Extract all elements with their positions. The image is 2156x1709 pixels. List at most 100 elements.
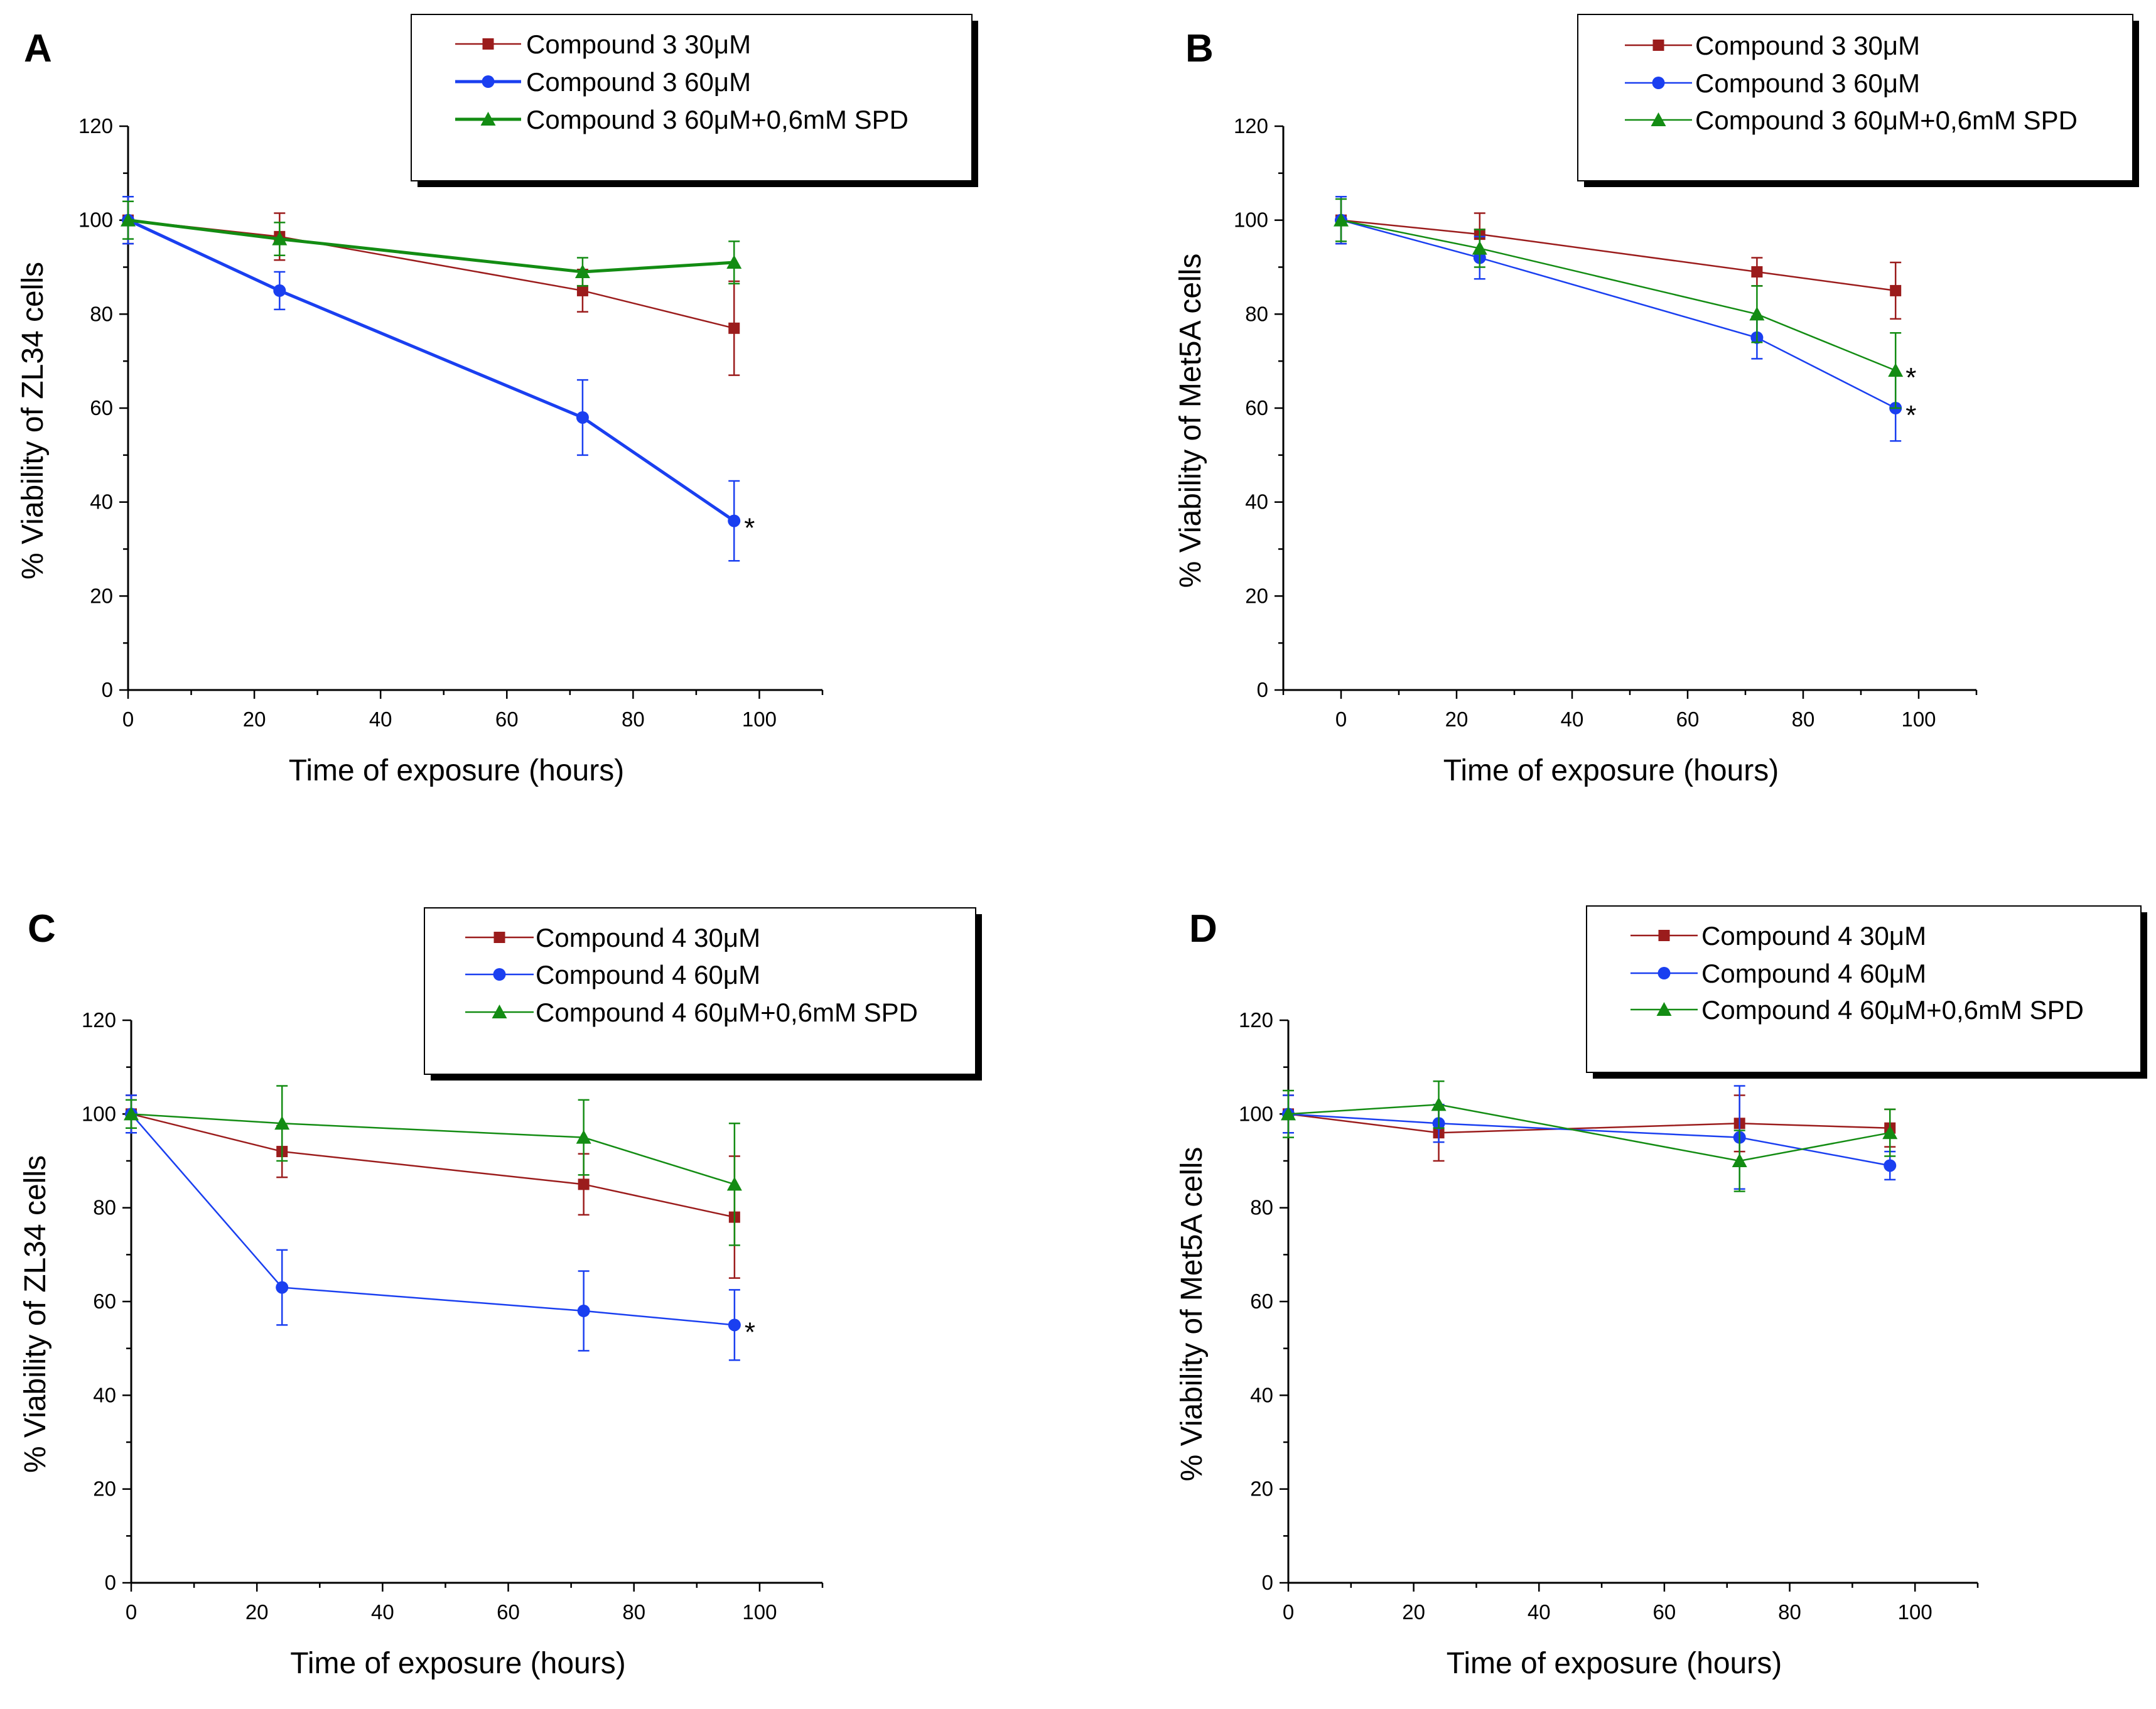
significance-star: * xyxy=(744,513,755,544)
legend-label: Compound 3 60μM xyxy=(526,67,751,97)
x-axis-label: Time of exposure (hours) xyxy=(1447,1647,1782,1680)
data-point xyxy=(726,1177,742,1191)
x-tick-label: 20 xyxy=(245,1600,269,1624)
data-point xyxy=(1749,306,1765,321)
x-tick-label: 20 xyxy=(1445,708,1469,731)
legend-label: Compound 3 60μM+0,6mM SPD xyxy=(526,105,908,134)
data-point xyxy=(1472,240,1487,255)
y-tick-label: 60 xyxy=(1245,396,1268,419)
x-tick-label: 60 xyxy=(495,708,519,731)
series-1 xyxy=(126,1094,740,1279)
y-tick-label: 120 xyxy=(78,114,113,137)
y-tick-label: 40 xyxy=(1245,490,1268,514)
legend-label: Compound 4 30μM xyxy=(1701,921,1926,951)
series-3 xyxy=(124,1085,742,1246)
data-point xyxy=(1888,363,1904,377)
y-tick-label: 20 xyxy=(1250,1477,1273,1501)
series-2: * xyxy=(1335,196,1916,442)
series-line xyxy=(127,218,735,274)
x-tick-label: 100 xyxy=(1898,1600,1932,1624)
data-point xyxy=(1884,1159,1897,1172)
x-tick-label: 80 xyxy=(622,708,645,731)
data-point xyxy=(1281,1106,1296,1121)
series-line xyxy=(127,219,735,329)
series-line xyxy=(127,218,735,522)
data-point xyxy=(728,1318,741,1332)
y-axis-label: % Viability of Met5A cells xyxy=(1174,254,1207,588)
data-point xyxy=(726,255,742,269)
series-line xyxy=(1340,219,1896,372)
panel-letter: A xyxy=(24,27,52,70)
y-tick-label: 0 xyxy=(105,1571,116,1594)
series-line xyxy=(1340,219,1896,292)
data-point xyxy=(124,1106,139,1121)
legend-marker xyxy=(1657,967,1671,979)
y-tick-label: 0 xyxy=(1257,678,1268,701)
series-1 xyxy=(1335,196,1902,320)
data-point xyxy=(1882,1125,1898,1140)
x-tick-label: 60 xyxy=(497,1600,520,1624)
legend-label: Compound 3 30μM xyxy=(526,30,751,59)
y-tick-label: 60 xyxy=(1250,1290,1273,1313)
data-point xyxy=(1431,1097,1447,1111)
y-tick-label: 80 xyxy=(1250,1196,1273,1219)
series-line xyxy=(131,1113,735,1326)
y-tick-label: 80 xyxy=(1245,302,1268,325)
x-axis-label: Time of exposure (hours) xyxy=(290,1647,625,1680)
legend-label: Compound 4 60μM xyxy=(536,960,760,989)
panel-letter: C xyxy=(28,907,56,951)
legend: Compound 3 30μM Compound 3 60μM Compound 3… xyxy=(411,14,978,187)
y-tick-label: 20 xyxy=(1245,584,1268,607)
data-point xyxy=(274,1116,290,1130)
x-tick-label: 80 xyxy=(1778,1600,1801,1624)
series-line xyxy=(1288,1113,1890,1134)
legend-box xyxy=(1577,14,2133,181)
legend-label: Compound 3 60μM xyxy=(1695,68,1920,98)
series-line xyxy=(1340,219,1896,409)
data-point xyxy=(576,1129,591,1144)
x-tick-label: 20 xyxy=(243,708,266,731)
data-point xyxy=(574,264,590,278)
y-tick-label: 100 xyxy=(1234,208,1268,232)
legend-marker xyxy=(493,968,506,981)
legend-marker xyxy=(493,932,505,943)
y-axis-label: % Viability of Met5A cells xyxy=(1175,1147,1209,1482)
legend-label: Compound 3 60μM+0,6mM SPD xyxy=(1695,105,2078,135)
legend-marker xyxy=(1651,112,1666,126)
significance-star: * xyxy=(745,1317,755,1347)
data-point xyxy=(578,1178,590,1190)
data-point xyxy=(576,284,588,296)
series-3 xyxy=(1281,1080,1898,1192)
panel-d: D 0 20 40 60 80 100 120 0 20 40 60 80 100 Time of expo… xyxy=(1175,905,2147,1680)
y-tick-label: 120 xyxy=(1239,1008,1273,1032)
legend-box xyxy=(411,14,973,181)
series-line xyxy=(131,1113,735,1218)
x-tick-label: 80 xyxy=(622,1600,645,1624)
series-2 xyxy=(1282,1085,1897,1190)
x-tick-label: 40 xyxy=(1561,708,1584,731)
legend-marker xyxy=(492,1005,507,1018)
x-tick-label: 60 xyxy=(1653,1600,1676,1624)
data-point xyxy=(728,514,741,527)
x-tick-label: 60 xyxy=(1676,708,1700,731)
y-tick-label: 40 xyxy=(1250,1383,1273,1406)
legend-label: Compound 4 30μM xyxy=(536,923,760,952)
legend-label: Compound 4 60μM+0,6mM SPD xyxy=(536,998,918,1027)
y-tick-label: 100 xyxy=(1239,1102,1273,1125)
legend: Compound 3 30μM Compound 3 60μM Compound 3… xyxy=(1577,14,2139,187)
series-2: * xyxy=(125,1094,755,1361)
y-axis-label: % Viability of ZL34 cells xyxy=(19,1155,52,1473)
legend-marker xyxy=(1652,77,1665,89)
x-axis-label: Time of exposure (hours) xyxy=(289,754,624,787)
x-tick-label: 0 xyxy=(122,708,134,731)
x-tick-label: 100 xyxy=(742,708,777,731)
legend-marker xyxy=(482,75,495,88)
legend: Compound 4 30μM Compound 4 60μM Compound 4… xyxy=(1586,905,2147,1079)
data-point xyxy=(121,212,136,227)
series-3 xyxy=(121,200,742,287)
data-point xyxy=(1751,266,1763,278)
data-point xyxy=(576,411,589,424)
series-1 xyxy=(1283,1094,1896,1162)
y-tick-label: 100 xyxy=(78,208,113,232)
